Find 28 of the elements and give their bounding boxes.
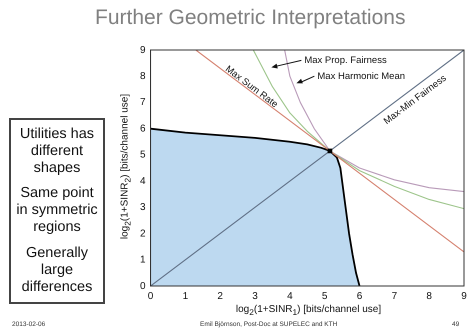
x-tick-label: 8 <box>426 290 432 302</box>
x-tick-label: 0 <box>148 290 154 302</box>
text: Generally large differences <box>20 244 94 296</box>
annotation: Max Sum Rate <box>223 64 280 110</box>
text: Utilities has different shapes <box>18 126 96 178</box>
y-tick-label: 8 <box>140 70 146 82</box>
annotation: Max Prop. Fairness <box>304 55 387 66</box>
y-tick-label: 7 <box>140 97 146 108</box>
y-tick-label: 1 <box>140 254 146 266</box>
x-tick-label: 4 <box>287 290 294 302</box>
annotation: Max Harmonic Mean <box>317 70 406 82</box>
y-tick-label: 4 <box>140 176 146 187</box>
x-tick-label: 2 <box>217 290 224 302</box>
y-tick-label: 6 <box>140 123 146 134</box>
x-tick-label: 5 <box>322 290 328 302</box>
y-tick-label: 5 <box>140 150 146 161</box>
y-tick-label: 9 <box>140 44 146 56</box>
y-tick-label: 0 <box>140 280 146 292</box>
y-tick-label: 3 <box>140 202 146 214</box>
x-tick-label: 3 <box>252 290 258 302</box>
x-tick-label: 7 <box>392 290 398 302</box>
text: Same point in symmetric regions <box>15 185 99 236</box>
x-tick-label: 1 <box>182 290 189 302</box>
chart-title: Further Geometric Interpretations <box>95 6 406 30</box>
y-tick-label: 2 <box>140 228 146 240</box>
x-tick-label: 6 <box>356 290 363 302</box>
x-tick-label: 9 <box>461 290 468 302</box>
x-axis-title: log$_{2}$(1+SINR$_{1}$) [bits/channel use] <box>234 304 382 317</box>
